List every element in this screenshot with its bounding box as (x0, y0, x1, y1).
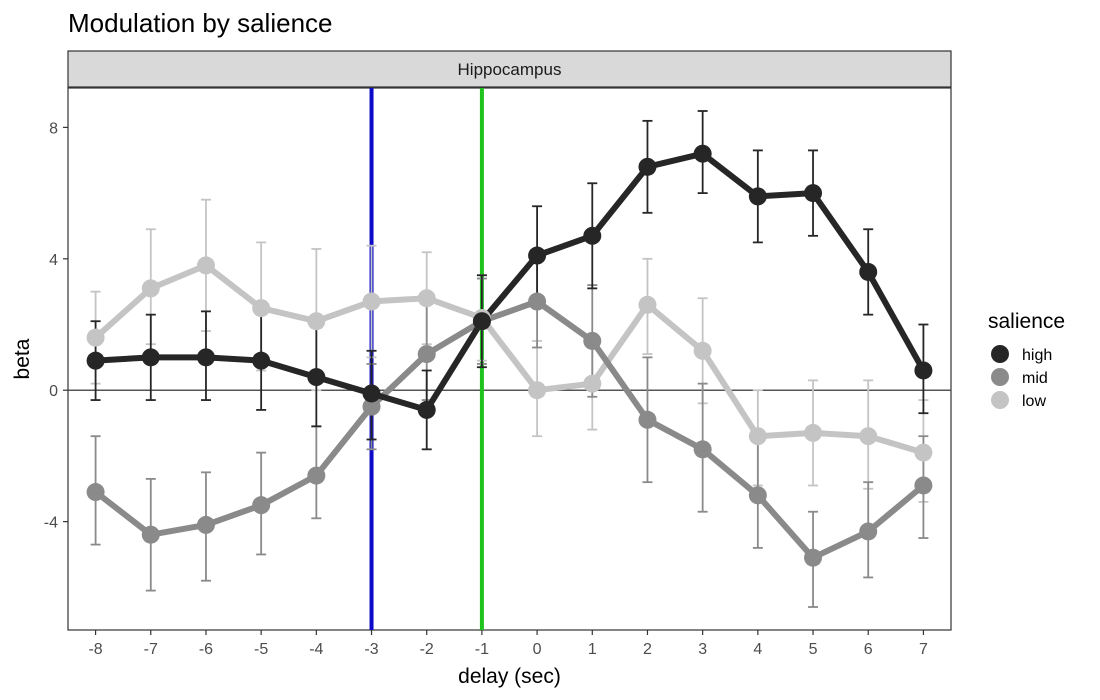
facet-strip (67, 50, 952, 88)
legend-swatch (991, 391, 1009, 409)
point-low (196, 256, 215, 275)
point-high (914, 361, 933, 380)
x-tick-label: -1 (475, 641, 489, 658)
x-tick-label: -2 (420, 641, 434, 658)
legend-swatch (991, 345, 1009, 363)
x-tick-label: -5 (254, 641, 268, 658)
legend-items: high mid low (991, 345, 1052, 410)
point-low (86, 328, 105, 347)
point-low (638, 295, 657, 314)
point-mid (748, 486, 767, 505)
y-tick-label: 0 (49, 383, 58, 400)
point-mid (583, 331, 602, 350)
point-low (141, 279, 160, 298)
y-tick-label: 4 (49, 252, 58, 269)
x-tick-label: -7 (144, 641, 158, 658)
point-high (583, 226, 602, 245)
x-tick-label: 6 (864, 641, 873, 658)
point-high (804, 184, 823, 203)
chart-title: Modulation by salience (68, 8, 333, 38)
x-tick-label: 4 (753, 641, 762, 658)
x-tick-label: 2 (643, 641, 652, 658)
series-lines (93, 150, 927, 561)
legend-title: salience (988, 310, 1065, 333)
legend: salience high mid low (988, 310, 1065, 410)
legend-label: high (1022, 347, 1052, 364)
point-mid (196, 515, 215, 534)
point-mid (859, 522, 878, 541)
y-tick-label: -4 (44, 515, 58, 532)
x-tick-label: 3 (698, 641, 707, 658)
x-tick-label: 0 (533, 641, 542, 658)
point-mid (914, 476, 933, 495)
point-low (859, 427, 878, 446)
x-tick-label: -8 (88, 641, 102, 658)
series-line-mid (93, 298, 926, 561)
legend-swatch (991, 368, 1009, 386)
point-high (638, 157, 657, 176)
point-low (417, 289, 436, 308)
x-axis-title: delay (sec) (458, 665, 561, 688)
series-line-low (93, 262, 925, 456)
point-mid (307, 466, 326, 485)
point-high (472, 312, 491, 331)
y-tick-label: 8 (49, 120, 58, 137)
point-low (914, 443, 933, 462)
point-high (141, 348, 160, 367)
x-tick-label: -6 (199, 641, 213, 658)
point-mid (141, 525, 160, 544)
point-mid (693, 440, 712, 459)
point-low (528, 381, 547, 400)
x-tick-label: 1 (588, 641, 597, 658)
point-low (748, 427, 767, 446)
point-mid (804, 548, 823, 567)
point-mid (252, 496, 271, 515)
point-low (693, 341, 712, 360)
x-tick-label: 5 (809, 641, 818, 658)
point-high (693, 144, 712, 163)
point-high (86, 351, 105, 370)
point-mid (638, 410, 657, 429)
point-low (583, 374, 602, 393)
point-low (804, 423, 823, 442)
point-high (362, 384, 381, 403)
point-high (528, 246, 547, 265)
point-mid (417, 345, 436, 364)
point-high (252, 351, 271, 370)
x-tick-label: -4 (309, 641, 323, 658)
point-high (859, 262, 878, 281)
legend-label: low (1022, 393, 1046, 410)
point-mid (86, 483, 105, 502)
point-low (252, 299, 271, 318)
series-line-high (95, 150, 927, 413)
legend-item-mid: mid (991, 368, 1048, 387)
legend-item-high: high (991, 345, 1052, 364)
x-tick-label: -3 (364, 641, 378, 658)
x-tick-label: 7 (919, 641, 928, 658)
point-high (307, 368, 326, 387)
point-high (748, 187, 767, 206)
point-mid (362, 397, 381, 416)
point-high (196, 348, 215, 367)
y-axis-title: beta (11, 338, 34, 379)
point-mid (528, 292, 547, 311)
legend-item-low: low (991, 391, 1046, 410)
legend-label: mid (1022, 370, 1048, 387)
point-low (362, 292, 381, 311)
point-low (307, 312, 326, 331)
facet-label: Hippocampus (458, 60, 562, 79)
series-points (86, 144, 933, 567)
axes: -8 -7 -6 -5 -4 -3 -2 -1 0 1 2 3 4 5 6 7 -4 0 4 8 (44, 120, 928, 658)
point-high (417, 400, 436, 419)
